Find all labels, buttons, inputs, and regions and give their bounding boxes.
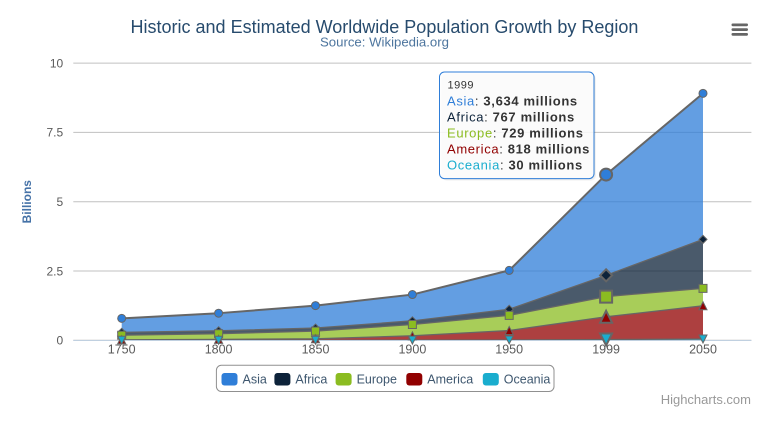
svg-text:1800: 1800: [205, 343, 233, 357]
svg-text:America: 818 millions: America: 818 millions: [447, 141, 590, 156]
svg-text:0: 0: [57, 334, 64, 348]
svg-text:1950: 1950: [495, 343, 523, 357]
svg-text:America: America: [427, 372, 473, 386]
svg-text:Oceania: Oceania: [504, 372, 551, 386]
svg-text:Historic and Estimated Worldwi: Historic and Estimated Worldwide Populat…: [131, 17, 639, 37]
svg-text:1750: 1750: [108, 343, 136, 357]
svg-text:7.5: 7.5: [47, 126, 64, 140]
svg-text:5: 5: [57, 195, 64, 209]
svg-text:Oceania: 30 millions: Oceania: 30 millions: [447, 157, 583, 172]
svg-text:Asia: 3,634 millions: Asia: 3,634 millions: [447, 94, 578, 109]
svg-text:2.5: 2.5: [47, 264, 64, 278]
svg-text:1999: 1999: [448, 80, 474, 92]
svg-text:2050: 2050: [689, 343, 717, 357]
svg-text:10: 10: [50, 56, 64, 70]
svg-text:Africa: 767 millions: Africa: 767 millions: [447, 110, 575, 125]
svg-text:Source: Wikipedia.org: Source: Wikipedia.org: [320, 35, 449, 50]
svg-text:1850: 1850: [302, 343, 330, 357]
svg-text:Europe: Europe: [357, 372, 397, 386]
svg-text:1999: 1999: [592, 343, 620, 357]
svg-text:1900: 1900: [398, 343, 426, 357]
svg-text:Highcharts.com: Highcharts.com: [661, 392, 751, 407]
svg-text:Asia: Asia: [243, 372, 267, 386]
svg-text:Europe: 729 millions: Europe: 729 millions: [447, 126, 584, 141]
svg-text:Billions: Billions: [20, 180, 34, 224]
svg-text:Africa: Africa: [295, 372, 327, 386]
